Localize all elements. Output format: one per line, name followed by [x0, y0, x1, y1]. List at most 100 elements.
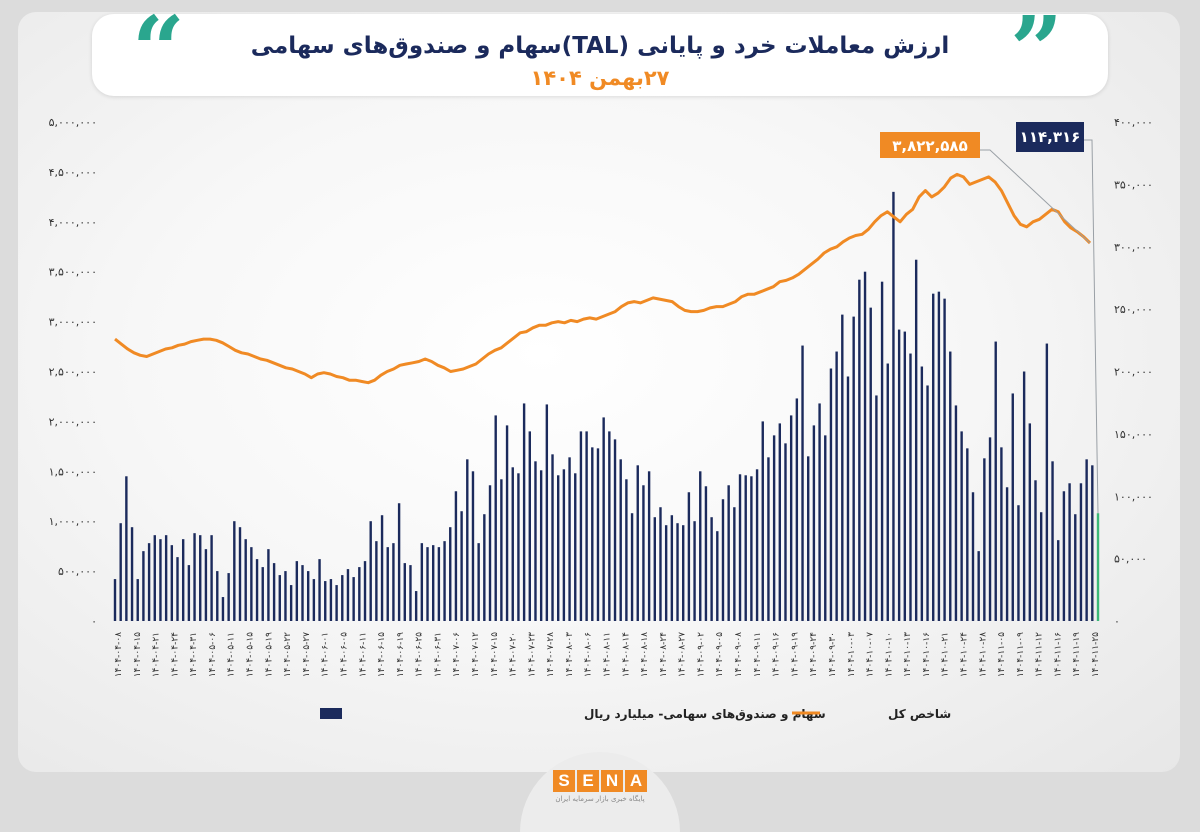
bar-callout-label: ۱۱۴,۳۱۶	[1020, 128, 1081, 146]
bar	[977, 551, 980, 621]
bar	[835, 351, 838, 621]
left-axis-tick-label: ۳,۵۰۰,۰۰۰	[49, 266, 97, 279]
bar	[318, 559, 321, 621]
logo-letter: N	[601, 770, 623, 792]
bar	[261, 567, 264, 621]
left-axis-tick-label: ۱,۰۰۰,۰۰۰	[49, 515, 97, 528]
bar	[966, 448, 969, 621]
bar	[710, 517, 713, 621]
x-tick-label: ۱۴۰۴-۱۱-۱۶	[1053, 632, 1063, 677]
bar	[886, 363, 889, 621]
x-tick-label: ۱۴۰۴-۰۷-۲۸	[546, 632, 556, 677]
bar	[801, 345, 804, 621]
bar	[909, 353, 912, 621]
legend-bar-label: سهام و صندوق‌های سهامی- میلیارد ریال	[584, 707, 826, 722]
x-tick-label: ۱۴۰۴-۰۵-۱۹	[264, 632, 274, 677]
bar	[392, 543, 395, 621]
bar	[449, 527, 452, 621]
x-tick-label: ۱۴۰۴-۰۹-۰۲	[696, 632, 706, 677]
bar	[204, 549, 208, 621]
bar	[534, 461, 537, 621]
bar	[278, 575, 281, 621]
line-callout-label: ۳,۸۲۲,۵۸۵	[892, 137, 967, 155]
bar	[761, 421, 764, 621]
x-tick-label: ۱۴۰۴-۱۱-۰۹	[1016, 632, 1026, 677]
bar	[772, 435, 776, 621]
x-tick-label: ۱۴۰۴-۰۵-۱۱	[227, 632, 237, 677]
bar	[494, 415, 497, 621]
bar	[818, 403, 821, 621]
x-tick-label: ۱۴۰۴-۰۶-۰۱	[321, 632, 331, 677]
bar	[176, 557, 179, 621]
bar	[613, 439, 617, 621]
bar	[386, 547, 389, 621]
bar	[954, 405, 958, 621]
bar	[574, 473, 577, 621]
bar	[1091, 465, 1094, 621]
bar	[443, 541, 446, 621]
bar	[431, 545, 435, 621]
legend-line-label: شاخص کل	[888, 707, 951, 721]
bar	[784, 443, 787, 621]
bar	[937, 291, 941, 621]
right-axis-tick-label: ۰	[1114, 615, 1120, 628]
bar	[1045, 343, 1049, 621]
bar	[199, 535, 202, 621]
bar	[1028, 423, 1032, 621]
bar	[676, 523, 679, 621]
bar	[863, 271, 867, 621]
bar	[636, 465, 639, 621]
x-tick-label: ۱۴۰۴-۰۸-۱۴	[621, 632, 631, 677]
bar	[346, 569, 350, 621]
x-tick-label: ۱۴۰۴-۰۹-۲۴	[809, 632, 819, 677]
x-tick-label: ۱۴۰۴-۰۸-۲۷	[678, 632, 688, 677]
bar	[500, 479, 503, 621]
bar	[1079, 483, 1083, 621]
bar	[1017, 505, 1020, 621]
bar	[682, 525, 685, 621]
right-axis-tick-label: ۳۰۰,۰۰۰	[1114, 241, 1153, 254]
bar	[539, 470, 543, 621]
logo-letters: S E N A	[548, 770, 652, 792]
x-tick-label: ۱۴۰۴-۰۶-۲۵	[415, 632, 425, 677]
x-tick-label: ۱۴۰۴-۱۰-۱۳	[903, 632, 913, 677]
bar	[227, 573, 230, 621]
bar	[619, 459, 622, 621]
bar	[687, 492, 691, 621]
bar	[306, 571, 310, 621]
bar	[852, 316, 855, 621]
bar	[738, 474, 742, 621]
bar	[1005, 487, 1009, 621]
bar	[375, 541, 378, 621]
bar	[460, 511, 463, 621]
bar	[733, 507, 736, 621]
bar	[659, 507, 662, 621]
bar	[477, 543, 480, 621]
x-tick-label: ۱۴۰۴-۰۵-۲۷	[302, 632, 312, 677]
bar	[664, 525, 668, 621]
right-axis-tick-label: ۲۰۰,۰۰۰	[1114, 366, 1153, 379]
bar	[426, 547, 429, 621]
bar	[119, 523, 122, 621]
bar	[409, 565, 412, 621]
bar	[727, 485, 730, 621]
bar	[244, 539, 247, 621]
left-axis-tick-label: ۴,۰۰۰,۰۰۰	[49, 216, 97, 229]
bar	[272, 563, 276, 621]
bar	[397, 503, 401, 621]
logo-letter: A	[625, 770, 647, 792]
bar	[147, 543, 151, 621]
bar	[1062, 491, 1066, 621]
bar	[113, 579, 117, 621]
x-tick-label: ۱۴۰۴-۱۰-۱۰	[884, 632, 894, 677]
bar	[721, 499, 725, 621]
left-axis-tick-label: ۳,۰۰۰,۰۰۰	[49, 316, 97, 329]
bar	[579, 431, 583, 621]
bar	[289, 585, 293, 621]
bar	[1051, 461, 1054, 621]
bar	[789, 415, 793, 621]
x-tick-label: ۱۴۰۴-۰۶-۱۱	[358, 632, 368, 677]
card	[18, 12, 1180, 772]
bar	[943, 298, 946, 621]
bar	[551, 454, 554, 621]
